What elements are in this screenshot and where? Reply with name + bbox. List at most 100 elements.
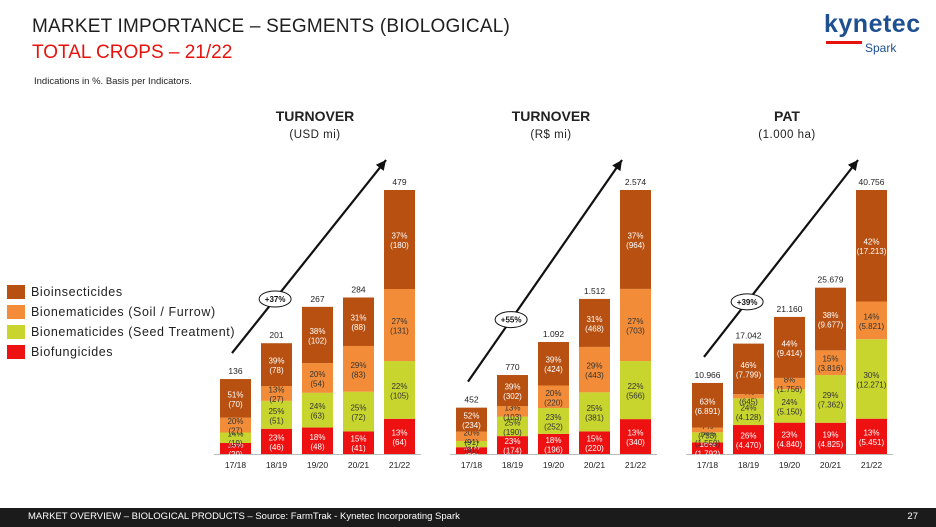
data-label-pct: 24% bbox=[740, 404, 756, 413]
legend-swatch bbox=[7, 305, 25, 319]
growth-label: +37% bbox=[265, 295, 286, 304]
bar-segment bbox=[620, 288, 651, 362]
data-label-pct: 51% bbox=[227, 390, 243, 399]
bar-segment bbox=[497, 436, 528, 454]
data-label-pct: 27% bbox=[391, 317, 407, 326]
data-label-pct: 20% bbox=[227, 417, 243, 426]
data-label-value: (20) bbox=[228, 450, 243, 459]
total-label: 1.092 bbox=[543, 329, 565, 339]
bar-segment bbox=[302, 306, 333, 364]
total-label: 17.042 bbox=[736, 331, 762, 341]
data-label-value: (9.677) bbox=[818, 321, 844, 330]
total-label: 452 bbox=[464, 395, 478, 405]
data-label-pct: 15% bbox=[822, 355, 838, 364]
legend-swatch bbox=[7, 285, 25, 299]
data-label-pct: 25% bbox=[350, 404, 366, 413]
chart-unit: (R$ mi) bbox=[530, 129, 572, 141]
data-label-value: (381) bbox=[585, 413, 604, 422]
bar-segment bbox=[261, 385, 292, 401]
bar-segment bbox=[620, 419, 651, 454]
legend-label: Bioinsecticides bbox=[31, 285, 123, 299]
category-label: 21/22 bbox=[389, 460, 411, 470]
data-label-pct: 52% bbox=[463, 412, 479, 421]
bar-segment bbox=[497, 406, 528, 417]
data-label-pct: 27% bbox=[627, 317, 643, 326]
bar-segment bbox=[774, 316, 805, 378]
growth-badge bbox=[730, 293, 764, 311]
data-label-value: (220) bbox=[585, 444, 604, 453]
bar-segment bbox=[456, 407, 487, 432]
bar-segment bbox=[733, 343, 764, 395]
bar-segment bbox=[343, 391, 374, 432]
data-label-pct: 20% bbox=[545, 389, 561, 398]
category-label: 19/20 bbox=[543, 460, 565, 470]
growth-badge bbox=[494, 311, 528, 329]
data-label-pct: 25% bbox=[504, 418, 520, 427]
data-label-value: (234) bbox=[462, 421, 481, 430]
data-label-value: (12.271) bbox=[857, 380, 887, 389]
bar-segment bbox=[620, 190, 651, 289]
total-label: 1.512 bbox=[584, 286, 606, 296]
category-label: 20/21 bbox=[584, 460, 606, 470]
data-label-value: (443) bbox=[585, 371, 604, 380]
bar-segment bbox=[774, 422, 805, 454]
data-label-pct: 23% bbox=[545, 413, 561, 422]
chart-svg: 15%(66)13%(61)20%(91)52%(234)45217/1823%… bbox=[450, 159, 657, 470]
bar-segment bbox=[302, 363, 333, 393]
bar-segment bbox=[815, 287, 846, 351]
data-label-value: (91) bbox=[464, 438, 479, 447]
data-label-pct: 46% bbox=[740, 361, 756, 370]
indications-note: Indications in %. Basis per Indicators. bbox=[34, 76, 192, 87]
bar-segment bbox=[384, 418, 415, 454]
total-label: 201 bbox=[269, 330, 283, 340]
data-label-value: (1.550) bbox=[695, 439, 721, 448]
data-label-pct: 25% bbox=[268, 407, 284, 416]
data-label-value: (6.891) bbox=[695, 407, 721, 416]
data-label-value: (5.451) bbox=[859, 438, 885, 447]
category-label: 18/19 bbox=[266, 460, 288, 470]
data-label-pct: 39% bbox=[545, 356, 561, 365]
data-label-value: (27) bbox=[269, 395, 284, 404]
category-label: 20/21 bbox=[348, 460, 370, 470]
category-label: 18/19 bbox=[502, 460, 524, 470]
data-label-value: (61) bbox=[464, 446, 479, 455]
page-number: 27 bbox=[907, 511, 918, 522]
data-label-pct: 26% bbox=[740, 432, 756, 441]
data-label-pct: 13% bbox=[268, 385, 284, 394]
bar-segment bbox=[261, 400, 292, 429]
data-label-value: (645) bbox=[739, 398, 758, 407]
total-label: 21.160 bbox=[777, 304, 803, 314]
category-label: 21/22 bbox=[861, 460, 883, 470]
logo-accent-bar bbox=[826, 41, 862, 44]
data-label-value: (196) bbox=[544, 445, 563, 454]
data-label-pct: 22% bbox=[627, 382, 643, 391]
bar-segment bbox=[856, 418, 887, 454]
total-label: 40.756 bbox=[859, 177, 885, 187]
bar-segment bbox=[538, 342, 569, 386]
data-label-value: (1.756) bbox=[777, 385, 803, 394]
bar-segment bbox=[343, 297, 374, 346]
bar-segment bbox=[579, 431, 610, 454]
data-label-value: (54) bbox=[310, 379, 325, 388]
data-label-pct: 8% bbox=[784, 376, 796, 385]
bar-segment bbox=[815, 375, 846, 423]
data-label-pct: 18% bbox=[545, 436, 561, 445]
data-label-pct: 37% bbox=[627, 231, 643, 240]
data-label-pct: 37% bbox=[391, 232, 407, 241]
data-label-value: (41) bbox=[351, 444, 366, 453]
bar-segment bbox=[220, 432, 251, 443]
data-label-value: (51) bbox=[269, 416, 284, 425]
chart-svg: 16%(1.792)14%(1.550)7%(733)63%(6.891)10.… bbox=[686, 159, 893, 470]
growth-badge bbox=[258, 290, 292, 308]
bar-segment bbox=[856, 301, 887, 340]
category-label: 21/22 bbox=[625, 460, 647, 470]
data-label-value: (5.150) bbox=[777, 407, 803, 416]
data-label-value: (88) bbox=[351, 323, 366, 332]
legend-label: Bionematicides (Soil / Furrow) bbox=[31, 305, 216, 319]
data-label-pct: 29% bbox=[350, 361, 366, 370]
data-label-pct: 24% bbox=[781, 398, 797, 407]
data-label-pct: 23% bbox=[781, 430, 797, 439]
bar-segment bbox=[692, 382, 723, 428]
data-label-pct: 22% bbox=[391, 382, 407, 391]
data-label-value: (19) bbox=[228, 439, 243, 448]
